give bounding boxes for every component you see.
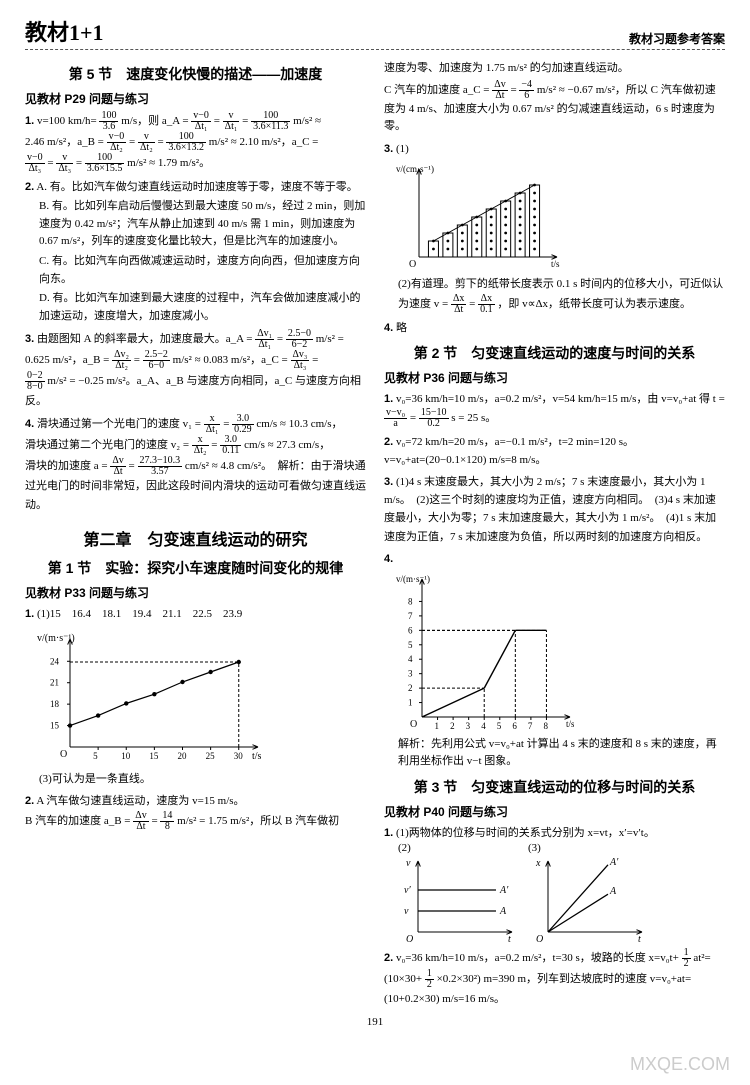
- section-2-ref: 见教材 P36 问题与练习: [384, 369, 725, 386]
- q1: 1. v=100 km/h= 1003.6 m/s，则 a_A = v−0Δt₁…: [25, 111, 366, 174]
- two-column-body: 第 5 节 速度变化快慢的描述——加速度 见教材 P29 问题与练习 1. v=…: [25, 58, 725, 1008]
- svg-text:A: A: [499, 906, 507, 917]
- svg-text:v: v: [406, 858, 411, 869]
- q4: 4. 滑块通过第一个光电门的速度 v₁ = xΔt₁ = 3.00.29 cm/…: [25, 414, 366, 513]
- sec1-q1: 1. (1)15 16.4 18.1 19.4 21.1 22.5 23.9: [25, 605, 366, 623]
- svg-text:20: 20: [178, 751, 188, 761]
- svg-text:25: 25: [206, 751, 216, 761]
- book-logo: 教材1+1: [25, 15, 104, 47]
- svg-text:t: t: [638, 934, 641, 944]
- s2-q1: 1. v₀=36 km/h=10 m/s，a=0.2 m/s²，v=54 km/…: [384, 390, 725, 429]
- svg-text:1: 1: [408, 697, 413, 707]
- svg-text:A′: A′: [609, 857, 619, 868]
- svg-text:15: 15: [149, 751, 159, 761]
- svg-text:A: A: [609, 886, 617, 897]
- svg-text:6: 6: [512, 721, 517, 731]
- svg-text:v/(m·s⁻¹): v/(m·s⁻¹): [37, 633, 75, 644]
- chart3-note: 解析：先利用公式 v=v₀+at 计算出 4 s 末的速度和 8 s 末的速度，…: [384, 736, 725, 771]
- svg-text:8: 8: [408, 596, 413, 606]
- svg-text:O: O: [410, 719, 417, 730]
- svg-text:v′: v′: [404, 885, 411, 896]
- q3: 3. 由题图知 A 的斜率最大，加速度最大。a_A = Δv₁Δt₁ = 2.5…: [25, 329, 366, 410]
- chart-5: x t O A′ A: [528, 854, 648, 944]
- svg-text:21: 21: [50, 678, 59, 688]
- svg-text:3: 3: [466, 721, 471, 731]
- section-2-title: 第 2 节 匀变速直线运动的速度与时间的关系: [384, 343, 725, 363]
- svg-text:t: t: [508, 934, 511, 944]
- chart-3: v/(m·s⁻¹)t/sO1234567812345678: [394, 572, 725, 732]
- right-q4: 4. 略: [384, 319, 725, 337]
- q2: 2. A. 有。比如汽车做匀速直线运动时加速度等于零，速度不等于零。 B. 有。…: [25, 178, 366, 325]
- page-footer: 191: [25, 1016, 725, 1028]
- right-q3: 3. (1): [384, 140, 725, 158]
- svg-text:x: x: [535, 858, 541, 869]
- section-5-ref: 见教材 P29 问题与练习: [25, 90, 366, 107]
- header-right: 教材习题参考答案: [629, 30, 725, 47]
- svg-text:5: 5: [93, 751, 98, 761]
- svg-text:6: 6: [408, 625, 413, 635]
- svg-text:1: 1: [435, 721, 440, 731]
- svg-text:15: 15: [50, 720, 60, 730]
- s2-q4: 4.: [384, 550, 725, 568]
- svg-text:7: 7: [408, 611, 413, 621]
- right-column: 速度为零、加速度为 1.75 m/s² 的匀加速直线运动。 C 汽车的加速度 a…: [384, 58, 725, 1008]
- chart-2: v/(cm·s⁻¹) t/s O: [394, 162, 725, 272]
- chart-4: v t O A′ v′ Av: [398, 854, 518, 944]
- s3-q1-2-label: (2): [398, 842, 411, 854]
- left-column: 第 5 节 速度变化快慢的描述——加速度 见教材 P29 问题与练习 1. v=…: [25, 58, 366, 1008]
- s3-q1-charts: (2) v t O A′ v′ Av (3) x t O A′ A: [384, 842, 725, 944]
- svg-text:v/(m·s⁻¹): v/(m·s⁻¹): [396, 574, 430, 584]
- chart-1: v/(m·s⁻¹) t/s O 5 10 15 20 25 30 15 18 21 24: [35, 627, 366, 767]
- page-header: 教材1+1 教材习题参考答案: [25, 15, 725, 50]
- svg-text:2: 2: [450, 721, 455, 731]
- cont-2: C 汽车的加速度 a_C = ΔvΔt = −46 m/s² ≈ −0.67 m…: [384, 80, 725, 136]
- q1-text: v=100 km/h=: [37, 115, 97, 127]
- svg-text:O: O: [406, 934, 413, 944]
- section-1-title: 第 1 节 实验：探究小车速度随时间变化的规律: [25, 558, 366, 578]
- svg-text:24: 24: [50, 656, 60, 666]
- right-q3-2: (2)有道理。剪下的纸带长度表示 0.1 s 时间内的位移大小，可近似认为速度 …: [384, 276, 725, 315]
- s3-q1: 1. (1)两物体的位移与时间的关系式分别为 x=vt，x′=v′t。: [384, 824, 725, 842]
- svg-text:7: 7: [528, 721, 533, 731]
- svg-text:30: 30: [234, 751, 244, 761]
- s2-q3: 3. (1)4 s 末速度最大，其大小为 2 m/s；7 s 末速度最小，其大小…: [384, 473, 725, 546]
- svg-text:O: O: [60, 749, 67, 760]
- section-3-ref: 见教材 P40 问题与练习: [384, 803, 725, 820]
- section-5-title: 第 5 节 速度变化快慢的描述——加速度: [25, 64, 366, 84]
- svg-text:A′: A′: [499, 885, 509, 896]
- svg-text:8: 8: [543, 721, 548, 731]
- sec1-q2: 2. A 汽车做匀速直线运动，速度为 v=15 m/s。 B 汽车的加速度 a_…: [25, 792, 366, 831]
- s2-q2: 2. v₀=72 km/h=20 m/s，a=−0.1 m/s²，t=2 min…: [384, 433, 725, 469]
- svg-text:18: 18: [50, 699, 60, 709]
- svg-text:5: 5: [408, 640, 413, 650]
- svg-text:t/s: t/s: [566, 719, 574, 729]
- chapter-2-title: 第二章 匀变速直线运动的研究: [25, 526, 366, 550]
- sec1-q1-3: (3)可认为是一条直线。: [25, 771, 366, 789]
- svg-text:4: 4: [481, 721, 486, 731]
- s3-q2: 2. v₀=36 km/h=10 m/s，a=0.2 m/s²，t=30 s，坡…: [384, 948, 725, 1008]
- svg-text:v/(cm·s⁻¹): v/(cm·s⁻¹): [396, 164, 434, 174]
- svg-text:O: O: [409, 259, 416, 270]
- svg-text:4: 4: [408, 654, 413, 664]
- section-1-ref: 见教材 P33 问题与练习: [25, 584, 366, 601]
- svg-text:v: v: [404, 906, 409, 917]
- section-3-title: 第 3 节 匀变速直线运动的位移与时间的关系: [384, 777, 725, 797]
- s3-q1-3-label: (3): [528, 842, 541, 854]
- svg-text:5: 5: [497, 721, 502, 731]
- svg-text:10: 10: [121, 751, 131, 761]
- svg-text:2: 2: [408, 683, 413, 693]
- page-number: 191: [367, 1016, 384, 1028]
- svg-text:t/s: t/s: [551, 259, 560, 269]
- svg-text:3: 3: [408, 668, 413, 678]
- svg-text:t/s: t/s: [252, 751, 262, 762]
- watermark: MXQE.COM: [630, 1054, 730, 1075]
- cont-1: 速度为零、加速度为 1.75 m/s² 的匀加速直线运动。: [384, 60, 725, 78]
- svg-text:O: O: [536, 934, 543, 944]
